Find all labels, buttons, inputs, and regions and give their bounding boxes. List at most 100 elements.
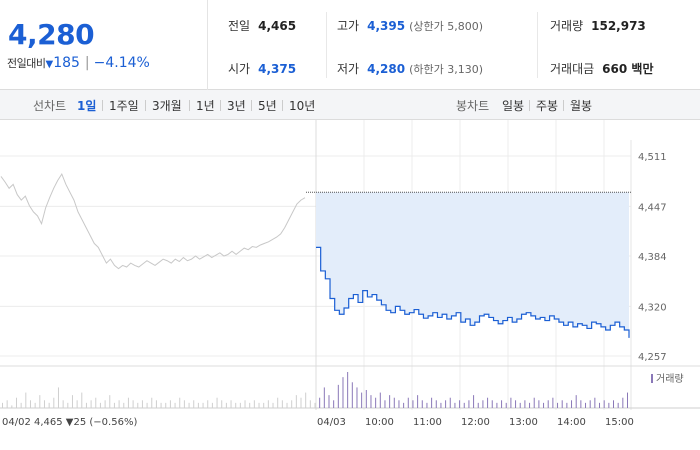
candle-tab-daily[interactable]: 일봉 <box>502 99 525 113</box>
candle-tab-monthly[interactable]: 월봉 <box>570 99 593 113</box>
volume-bar <box>375 397 377 408</box>
volume-bar <box>543 402 545 408</box>
divider <box>282 100 283 111</box>
volume-bar <box>137 402 139 408</box>
candle-tab-weekly[interactable]: 주봉 <box>536 99 559 113</box>
price-summary: 4,280 전일대비▼185 | −4.14% <box>0 0 208 90</box>
volume-bar <box>20 402 22 408</box>
time-tick-label: 04/03 <box>317 417 346 428</box>
volume-bar <box>440 402 442 408</box>
volume-bar <box>76 400 78 408</box>
time-tick-label: 14:00 <box>557 417 586 428</box>
volume-bar <box>118 400 120 408</box>
volume-bar <box>62 400 64 408</box>
volume-bar <box>235 402 237 408</box>
stat-prev-close: 전일 4,465 <box>228 17 296 34</box>
volume-legend-label: 거래량 <box>656 373 684 385</box>
change-rate: −4.14% <box>93 55 150 71</box>
volume-bar <box>43 400 45 408</box>
volume-bar <box>53 397 55 408</box>
volume-bar <box>580 400 582 408</box>
volume-bar <box>552 397 554 408</box>
volume-bar <box>272 402 274 408</box>
volume-bar <box>477 402 479 408</box>
stat-label: 전일 <box>228 19 251 33</box>
range-tab-3y[interactable]: 3년 <box>227 99 246 113</box>
volume-bar <box>501 400 503 408</box>
volume-bar <box>431 397 433 408</box>
volume-bar <box>566 402 568 408</box>
divider <box>189 100 190 111</box>
volume-bar <box>267 400 269 408</box>
volume-bar <box>174 402 176 408</box>
volume-bar <box>244 400 246 408</box>
prev-close-summary: 04/02 4,465 ▼25 (−0.56%) <box>2 417 137 428</box>
volume-bar <box>123 402 125 408</box>
prev-day-line <box>0 173 306 270</box>
volume-bar <box>95 397 97 408</box>
volume-bar <box>239 402 241 408</box>
volume-bar <box>295 395 297 408</box>
volume-bar <box>342 377 344 408</box>
stat-label: 시가 <box>228 62 251 76</box>
volume-bar <box>617 402 619 408</box>
volume-bar <box>81 392 83 408</box>
volume-bar <box>113 402 115 408</box>
intraday-chart[interactable]: 4,511 4,447 4,384 4,320 4,257 04/03 10:00 11:0… <box>0 120 700 450</box>
volume-bar <box>365 390 367 408</box>
volume-bar <box>491 400 493 408</box>
stat-open: 시가 4,375 <box>228 60 296 77</box>
y-tick-label: 4,447 <box>638 202 667 213</box>
volume-bar <box>627 392 628 408</box>
range-tab-5y[interactable]: 5년 <box>258 99 277 113</box>
volume-bar <box>281 400 283 408</box>
volume-bar <box>533 397 535 408</box>
range-tab-3m[interactable]: 3개월 <box>152 99 182 113</box>
change-amount: 185 <box>53 55 80 71</box>
volume-bar <box>151 397 153 408</box>
divider <box>251 100 252 111</box>
prev-close-summary-text: 04/02 4,465 ▼25 (−0.56%) <box>2 417 137 428</box>
time-tick-label: 15:00 <box>605 417 634 428</box>
volume-bar <box>221 400 223 408</box>
volume-bar <box>328 395 330 408</box>
volume-bar <box>132 400 134 408</box>
volume-bar <box>146 402 148 408</box>
upper-limit: (상한가 5,800) <box>409 20 483 33</box>
volume-bar <box>141 400 143 408</box>
stat-volume: 거래량 152,973 <box>550 17 646 34</box>
quote-header: 4,280 전일대비▼185 | −4.14% 전일 4,465 시가 4,375 고가… <box>0 0 700 90</box>
stat-high: 고가 4,395 (상한가 5,800) <box>337 17 483 34</box>
volume-bar <box>379 392 381 408</box>
volume-bar <box>393 397 395 408</box>
volume-bar <box>314 402 316 408</box>
divider <box>529 100 530 111</box>
range-tab-1y[interactable]: 1년 <box>196 99 215 113</box>
change-row: 전일대비▼185 | −4.14% <box>7 55 150 71</box>
volume-bar <box>29 400 31 408</box>
volume-bar <box>104 400 106 408</box>
stat-trade-value: 거래대금 660 백만 <box>550 60 653 77</box>
volume-bar <box>538 400 540 408</box>
price-fill-area <box>316 192 629 338</box>
volume-bar <box>589 400 591 408</box>
volume-bar <box>449 397 451 408</box>
stat-value: 4,280 <box>367 62 406 76</box>
volume-bar <box>468 400 470 408</box>
volume-bar <box>165 402 167 408</box>
volume-bar <box>417 395 419 408</box>
y-tick-label: 4,320 <box>638 302 667 313</box>
volume-bar <box>445 400 447 408</box>
range-tab-10y[interactable]: 10년 <box>289 99 316 113</box>
volume-bar <box>608 402 610 408</box>
volume-bar <box>57 387 59 408</box>
volume-bar <box>519 402 521 408</box>
volume-bar <box>454 402 456 408</box>
volume-bar <box>459 400 461 408</box>
volume-bar <box>398 400 400 408</box>
stat-label: 저가 <box>337 62 360 76</box>
volume-bar <box>39 395 41 408</box>
range-tab-1w[interactable]: 1주일 <box>109 99 139 113</box>
volume-bar <box>258 402 260 408</box>
range-tab-1d[interactable]: 1일 <box>77 99 97 113</box>
